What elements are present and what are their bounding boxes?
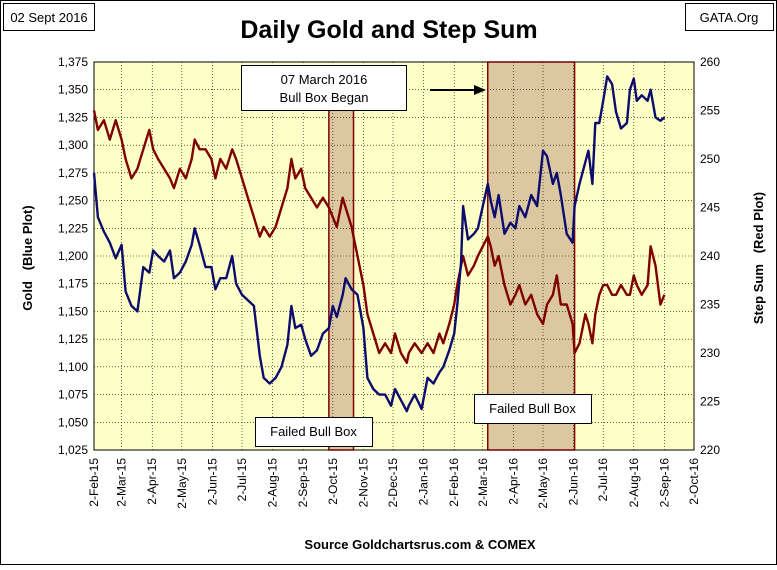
annotation-line2: Bull Box Began — [280, 90, 369, 105]
x-tick-label: 2-Jun-15 — [205, 458, 219, 506]
annotation-box — [241, 65, 407, 111]
region-label-box-2 — [474, 394, 592, 424]
y-right-tick-label: 245 — [700, 201, 720, 215]
x-tick-label: 2-Feb-16 — [447, 458, 461, 507]
annotation-line1: 07 March 2016 — [281, 72, 368, 87]
source-label: GATA.Org — [700, 10, 759, 25]
region-label-box-1 — [255, 417, 373, 447]
x-tick-label: 2-Aug-15 — [266, 458, 280, 508]
y-left-tick-label: 1,075 — [58, 388, 88, 402]
y-right-tick-label: 225 — [700, 395, 720, 409]
annotation-arrow-icon — [430, 85, 486, 95]
y-left-tick-label: 1,325 — [58, 110, 88, 124]
y-axis-right-label: Step Sum (Red Plot) — [751, 192, 766, 324]
series-line-gold — [92, 75, 666, 413]
date-label-box — [3, 3, 95, 31]
y-right-tick-label: 220 — [700, 443, 720, 457]
x-tick-label: 2-May-15 — [175, 458, 189, 509]
y-left-tick-label: 1,175 — [58, 277, 88, 291]
x-tick-label: 2-Sep-15 — [296, 458, 310, 508]
y-left-tick-label: 1,275 — [58, 166, 88, 180]
x-tick-label: 2-Mar-16 — [476, 458, 490, 507]
x-tick-label: 2-May-16 — [536, 458, 550, 509]
y-right-tick-label: 240 — [700, 249, 720, 263]
region-label-2: Failed Bull Box — [489, 401, 576, 416]
y-left-tick-label: 1,300 — [58, 138, 88, 152]
y-left-tick-label: 1,375 — [58, 55, 88, 69]
y-left-tick-label: 1,225 — [58, 221, 88, 235]
shaded-region-1 — [328, 109, 355, 451]
y-left-tick-label: 1,200 — [58, 249, 88, 263]
x-tick-label: 2-Oct-15 — [326, 458, 340, 505]
x-tick-label: 2-Feb-15 — [87, 458, 101, 507]
y-left-tick-label: 1,125 — [58, 332, 88, 346]
y-right-tick-label: 250 — [700, 152, 720, 166]
x-tick-label: 2-Sep-16 — [657, 458, 671, 508]
x-tick-label: 2-Jul-15 — [235, 458, 249, 502]
y-axis-right-ticks: 220 225 230 235 240 245 250 255 260 — [700, 55, 720, 457]
y-axis-left-ticks: 1,025 1,050 1,075 1,100 1,125 1,150 1,175 1,200… — [58, 55, 88, 457]
x-axis-label: Source Goldchartsrus.com & COMEX — [304, 537, 535, 552]
series-line-step-sum — [92, 110, 666, 364]
y-left-tick-label: 1,100 — [58, 360, 88, 374]
y-axis-left-label: Gold (Blue Plot) — [20, 205, 35, 310]
x-tick-label: 2-Aug-16 — [627, 458, 641, 508]
y-right-tick-label: 260 — [700, 55, 720, 69]
x-tick-label: 2-Mar-15 — [115, 458, 129, 507]
region-labels: Failed Bull Box Failed Bull Box — [255, 394, 592, 447]
x-tick-label: 2-Jun-16 — [567, 458, 581, 506]
x-tick-label: 2-Jan-16 — [417, 458, 431, 506]
y-right-tick-label: 230 — [700, 346, 720, 360]
shaded-region-2 — [487, 61, 576, 451]
y-left-tick-label: 1,350 — [58, 83, 88, 97]
chart-title: Daily Gold and Step Sum — [240, 16, 537, 44]
x-tick-label: 2-Apr-15 — [145, 458, 159, 505]
y-left-tick-label: 1,050 — [58, 415, 88, 429]
y-right-tick-label: 235 — [700, 298, 720, 312]
y-left-tick-label: 1,250 — [58, 194, 88, 208]
x-tick-label: 2-Oct-16 — [687, 458, 701, 505]
x-axis-ticks: 2-Feb-15 2-Mar-15 2-Apr-15 2-May-15 2-Jun-15… — [87, 458, 701, 509]
y-left-tick-label: 1,150 — [58, 304, 88, 318]
source-label-box — [685, 3, 774, 31]
date-label: 02 Sept 2016 — [10, 10, 87, 25]
y-left-tick-label: 1,025 — [58, 443, 88, 457]
shaded-regions — [328, 61, 576, 451]
x-tick-label: 2-Apr-16 — [506, 458, 520, 505]
x-tick-label: 2-Jul-16 — [596, 458, 610, 502]
x-tick-label: 2-Dec-15 — [386, 458, 400, 508]
x-tick-label: 2-Nov-15 — [356, 458, 370, 508]
y-right-tick-label: 255 — [700, 104, 720, 118]
region-label-1: Failed Bull Box — [270, 424, 357, 439]
